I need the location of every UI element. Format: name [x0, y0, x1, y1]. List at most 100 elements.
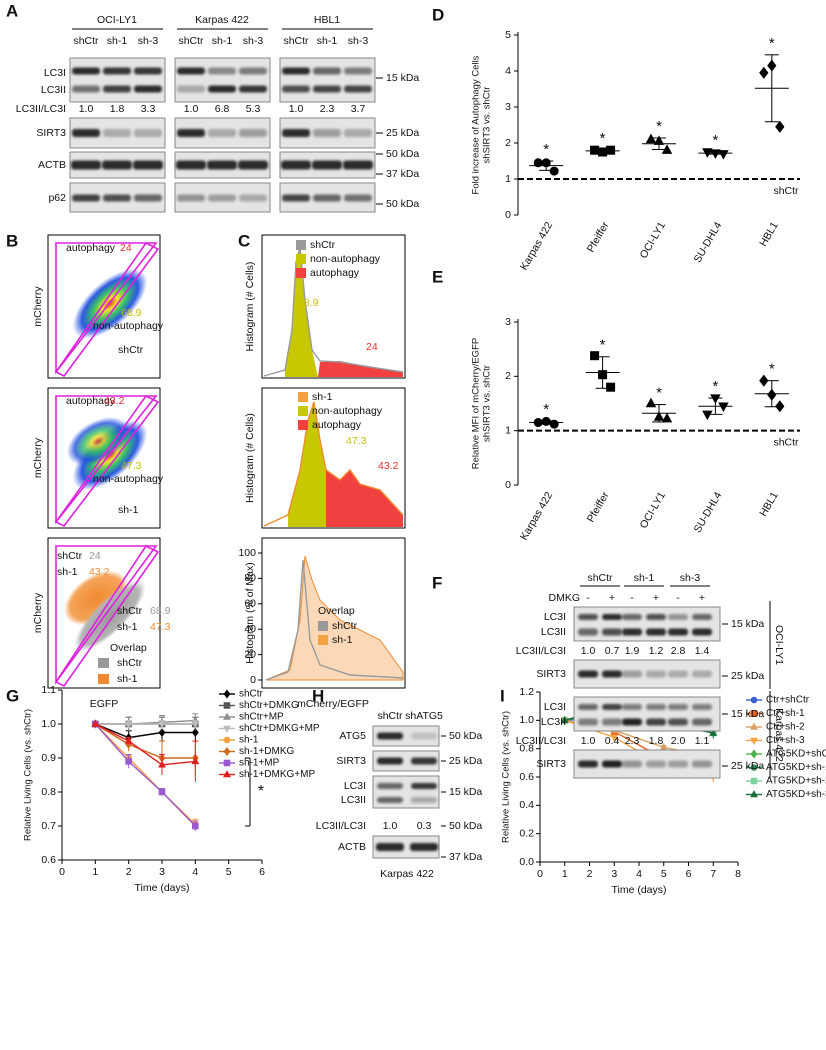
band	[102, 160, 132, 170]
ratio: 1.0	[581, 645, 596, 657]
legend-marker	[223, 770, 231, 778]
x-tick-label: 6	[686, 868, 692, 880]
size-marker: 25 kDa	[731, 760, 764, 772]
overlap-value: 43.2	[89, 566, 110, 578]
gate-label: autophagy	[66, 242, 116, 254]
band	[177, 67, 205, 75]
y-axis-label: mCherry	[32, 437, 44, 478]
band	[208, 129, 236, 137]
cell-line: Karpas 422	[195, 14, 249, 26]
data-point	[709, 728, 718, 736]
band	[238, 160, 268, 170]
band	[602, 704, 622, 710]
band	[177, 85, 205, 93]
cell-line: HBL1	[314, 14, 340, 26]
plot-frame	[261, 234, 406, 379]
band	[72, 194, 100, 202]
lane-label: shCtr	[178, 35, 204, 47]
y-axis-label: shSIRT3 vs. shCtr	[482, 87, 493, 164]
gate-label: non-autophagy	[93, 320, 164, 332]
autophagy-gate	[55, 242, 158, 375]
x-tick-label: 5	[226, 866, 232, 878]
ratio: 1.8	[110, 103, 125, 115]
band	[103, 85, 131, 93]
panel-label: F	[432, 573, 442, 592]
legend-swatch	[98, 674, 109, 684]
overlap-sample: shCtr	[117, 605, 143, 617]
series-line	[94, 723, 196, 759]
size-marker: 50 kDa	[386, 198, 419, 210]
legend-marker	[750, 737, 758, 745]
ratio: 1.2	[649, 645, 664, 657]
y-tick-label: 60	[244, 598, 256, 610]
significance: *	[656, 385, 662, 402]
lane-label: shCtr	[73, 35, 99, 47]
significance: *	[712, 132, 718, 149]
legend-label: shCtr	[310, 239, 336, 251]
band	[313, 67, 341, 75]
significance: *	[656, 118, 662, 135]
data-point	[191, 721, 200, 729]
legend-swatch	[318, 635, 328, 645]
y-tick-label: 1.1	[41, 684, 56, 696]
treatment-label: DMKG	[549, 592, 581, 604]
treatment-sign: +	[609, 592, 615, 604]
legend-label: shCtr	[332, 620, 358, 632]
histogram-fill	[285, 247, 318, 377]
group-label: shCtr	[587, 572, 613, 584]
y-axis-label: Fold increase of Autophagy Cells	[471, 55, 482, 194]
legend-marker	[223, 747, 231, 756]
gate-value: 24	[366, 341, 378, 353]
band	[602, 670, 622, 678]
legend-swatch	[298, 420, 308, 430]
band	[177, 194, 205, 202]
ratio-label: LC3II/LC3I	[516, 735, 566, 747]
x-axis-label: Time (days)	[611, 884, 666, 896]
legend-label: autophagy	[312, 419, 362, 431]
band	[344, 85, 372, 93]
treatment-sign: -	[676, 592, 680, 604]
band	[622, 760, 642, 768]
band	[239, 194, 267, 202]
band	[410, 843, 438, 851]
band	[377, 797, 403, 803]
band	[411, 757, 437, 765]
band	[646, 718, 666, 726]
overlap-value: 68.9	[150, 605, 171, 617]
size-marker: 50 kDa	[449, 730, 482, 742]
band	[692, 670, 712, 678]
blot-strip	[69, 57, 166, 103]
band	[602, 760, 622, 768]
legend-label: shCtr+MP	[239, 712, 284, 723]
band	[72, 129, 100, 137]
legend-swatch	[318, 621, 328, 631]
band	[668, 614, 688, 620]
data-point	[158, 728, 166, 737]
y-tick-label: 0.6	[519, 771, 534, 783]
band	[134, 67, 162, 75]
panel-label: C	[238, 231, 250, 250]
x-tick-label: 6	[259, 866, 265, 878]
x-tick-label: SU-DHL4	[692, 490, 725, 535]
band	[207, 160, 237, 170]
band	[668, 628, 688, 636]
band	[668, 670, 688, 678]
histogram-fill	[288, 402, 326, 527]
band	[344, 67, 372, 75]
histogram-fill	[318, 361, 403, 377]
y-tick-label: 0.8	[519, 742, 534, 754]
panel-label: G	[6, 686, 19, 705]
significance: *	[543, 141, 549, 158]
x-tick-label: 1	[92, 866, 98, 878]
blot-strip	[372, 725, 440, 747]
reference-label: shCtr	[773, 185, 799, 197]
ratio: 3.7	[351, 103, 366, 115]
x-axis-label: EGFP	[90, 698, 119, 710]
row-label: LC3II	[541, 626, 566, 638]
row-label: LC3II	[41, 84, 66, 96]
legend-marker	[750, 749, 758, 759]
blot-strip	[372, 775, 440, 809]
sample-label: sh-1	[118, 504, 139, 516]
panel-label: H	[312, 686, 324, 705]
x-tick-label: Karpas 422	[518, 220, 555, 273]
